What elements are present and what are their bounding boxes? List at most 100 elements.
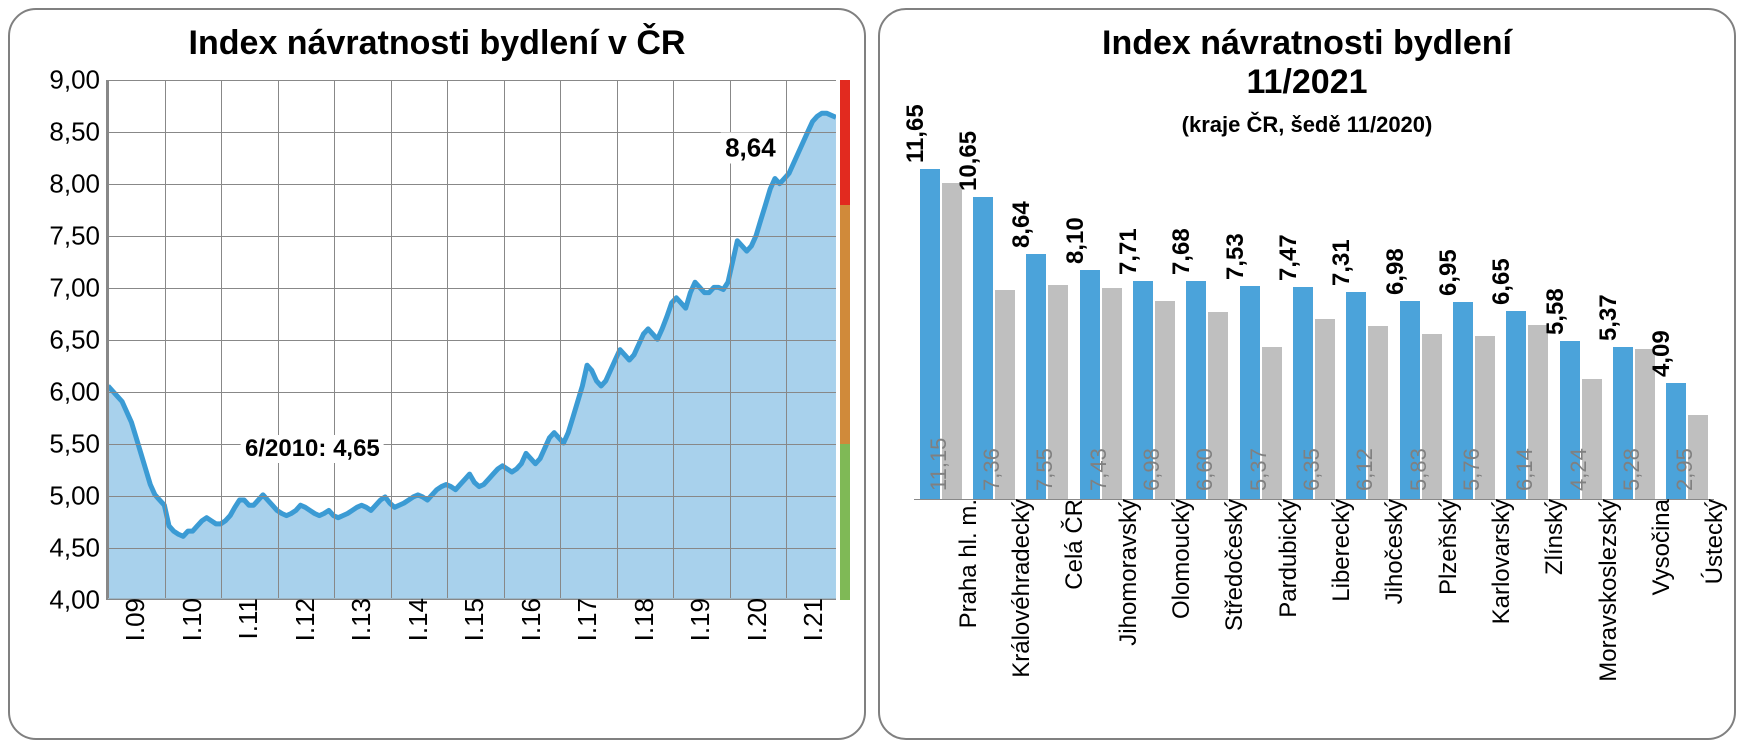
bar-category-label: Celá ČR [1053,499,1089,590]
grid-v [504,80,505,598]
bar-prev-value: 6,60 [1192,448,1218,495]
x-tick-label: I.18 [621,598,660,641]
bar-category-label: Liberecký [1320,499,1356,602]
grid-v [786,80,787,598]
grid-v [391,80,392,598]
bar-category-label: Vysočina [1640,499,1676,596]
x-tick-label: I.20 [734,598,773,641]
bar-pair: 7,716,98 [1133,160,1175,499]
bar-prev: 6,98 [1155,301,1175,499]
bar-current-value: 10,65 [955,131,983,197]
bar-current-value: 7,47 [1275,235,1303,288]
grid-v [221,80,222,598]
bar-prev: 7,43 [1102,288,1122,499]
grid-v [617,80,618,598]
grid-h [108,340,836,341]
bar-current-value: 6,98 [1382,249,1410,302]
bar-current-value: 11,65 [902,104,930,169]
x-tick-label: I.21 [790,598,829,641]
chart-annotation: 8,64 [721,132,780,163]
bar-category-label: Ústecký [1693,499,1729,584]
bar-prev-value: 6,35 [1299,448,1325,495]
bar-category-label: Plzeňský [1427,499,1463,595]
bar-current-value: 6,95 [1435,249,1463,302]
grid-v [673,80,674,598]
bar-pair: 7,535,37 [1240,160,1282,499]
x-tick-label: I.11 [225,598,264,639]
bar-prev-value: 6,14 [1512,448,1538,495]
bar-category-label: Jihomoravský [1107,499,1143,646]
bar-prev: 5,76 [1475,336,1495,499]
bar-prev-value: 2,95 [1672,448,1698,495]
bar-category-label: Královéhradecký [1000,499,1036,678]
y-tick-label: 5,00 [49,481,108,512]
bar-prev-value: 5,76 [1459,448,1485,495]
grid-h [108,236,836,237]
left-chart-title: Index návratnosti bydlení v ČR [10,24,864,63]
x-tick-label: I.19 [677,598,716,641]
bar-category-label: Jihočeský [1373,499,1409,604]
bar-prev: 6,60 [1208,312,1228,499]
right-subtitle: (kraje ČR, šedě 11/2020) [1182,112,1433,137]
bar-current-value: 8,10 [1062,217,1090,270]
bar-prev: 5,83 [1422,334,1442,499]
bar-prev-value: 6,12 [1352,448,1378,495]
right-title-line2: 11/2021 [1246,63,1367,101]
bar-prev: 4,24 [1582,379,1602,499]
y-tick-label: 7,00 [49,273,108,304]
bar-prev-value: 5,28 [1619,448,1645,495]
right-plot-area: 11,6511,15Praha hl. m.10,657,36Královéhr… [914,160,1714,500]
bar-current-value: 7,68 [1168,229,1196,282]
bar-pair: 6,985,83 [1400,160,1442,499]
grid-h [108,80,836,81]
bar-category-label: Moravskoslezský [1587,499,1623,682]
bar-pair: 11,6511,15 [920,160,962,499]
bar-category-label: Středočeský [1213,499,1249,631]
bar-pair: 7,316,12 [1346,160,1388,499]
bar-current-value: 5,37 [1595,294,1623,347]
grid-h [108,392,836,393]
y-tick-label: 9,00 [49,65,108,96]
y-tick-label: 8,50 [49,117,108,148]
y-tick-label: 6,50 [49,325,108,356]
bar-prev-value: 5,83 [1406,448,1432,495]
bar-prev-value: 11,15 [926,438,952,495]
grid-v [165,80,166,598]
status-bar-segment [840,80,850,205]
x-tick-label: I.15 [451,598,490,641]
bar-pair: 4,092,95 [1666,160,1708,499]
bar-prev-value: 7,55 [1032,448,1058,495]
bar-current-value: 7,53 [1222,233,1250,286]
grid-v [560,80,561,598]
grid-v [334,80,335,598]
y-tick-label: 5,50 [49,429,108,460]
y-tick-label: 6,00 [49,377,108,408]
bar-prev: 6,14 [1528,325,1548,499]
bar-pair: 6,955,76 [1453,160,1495,499]
bar-prev: 11,15 [942,183,962,499]
bar-current-value: 7,31 [1328,239,1356,292]
bar-prev: 5,37 [1262,347,1282,499]
x-tick-label: I.16 [508,598,547,641]
status-bar-segment [840,444,850,600]
bar-prev: 2,95 [1688,415,1708,499]
bar-current-value: 6,65 [1488,258,1516,311]
grid-v [278,80,279,598]
grid-h [108,184,836,185]
bar-prev: 6,35 [1315,319,1335,499]
grid-h [108,496,836,497]
bar-prev: 7,36 [995,290,1015,499]
bar-category-label: Zlínský [1533,499,1569,575]
bar-category-label: Karlovarský [1480,499,1516,624]
y-tick-label: 4,00 [49,585,108,616]
bar-current-value: 4,09 [1648,330,1676,383]
left-chart-panel: Index návratnosti bydlení v ČR 4,004,505… [8,8,866,740]
x-tick-label: I.17 [564,598,603,641]
bar-current-value: 8,64 [1008,201,1036,254]
left-plot-area: 4,004,505,005,506,006,507,007,508,008,50… [106,80,836,600]
right-title-line1: Index návratnosti bydlení [1102,24,1512,62]
y-tick-label: 8,00 [49,169,108,200]
chart-annotation: 6/2010: 4,65 [241,435,384,463]
bar-pair: 8,647,55 [1026,160,1068,499]
grid-h [108,444,836,445]
